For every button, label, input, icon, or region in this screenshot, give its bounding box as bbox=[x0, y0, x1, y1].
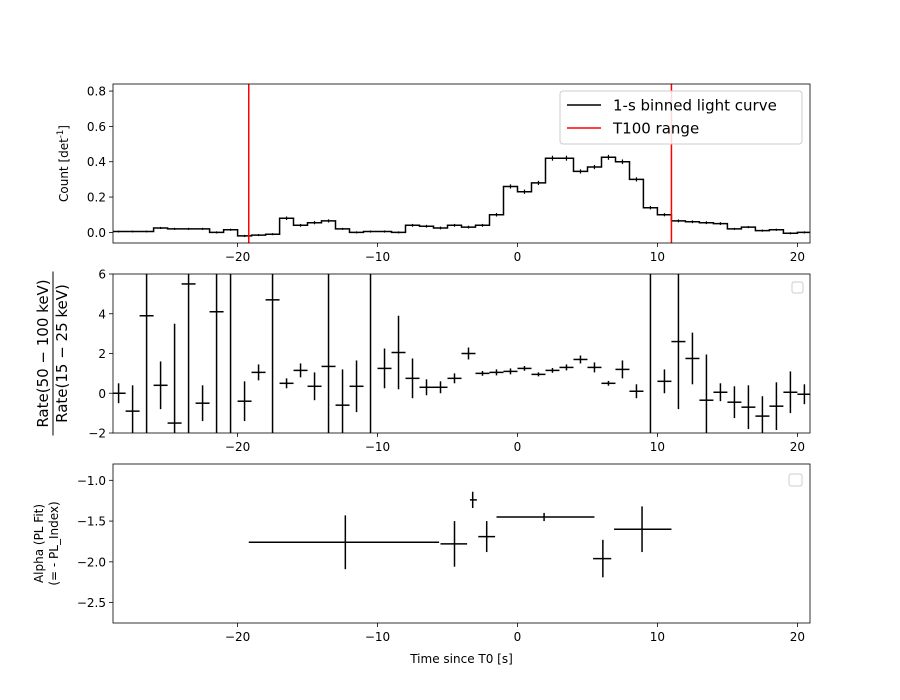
y-tick-label-1-1: 0.2 bbox=[87, 191, 106, 205]
y-tick-label-1-4: 0.8 bbox=[87, 85, 106, 99]
legend-3-empty-box bbox=[788, 473, 803, 487]
plot-area-3 bbox=[248, 491, 672, 578]
legend-1-label-0: 1-s binned light curve bbox=[613, 97, 777, 115]
plot-area-2 bbox=[113, 274, 810, 433]
y-tick-label-1-0: 0.0 bbox=[87, 226, 106, 240]
light-curve-step bbox=[113, 156, 810, 237]
axes-frame-1 bbox=[112, 83, 811, 244]
y-axis-label-1: Count [det-1] bbox=[56, 125, 71, 202]
y-label-3-line-2: (= - PL_Index) bbox=[47, 501, 61, 585]
x-tick-label-1-3: 10 bbox=[650, 250, 665, 264]
x-tick-label-2-4: 20 bbox=[790, 440, 805, 454]
y-tick-label-2-0: −2 bbox=[88, 427, 106, 441]
y-label-1-base: Count [det bbox=[57, 138, 71, 202]
y-label-2-numerator: Rate(50 − 100 keV) bbox=[34, 279, 52, 427]
x-tick-label-3-3: 10 bbox=[650, 630, 665, 644]
y-axis-label-3: Alpha (PL Fit) (= - PL_Index) bbox=[32, 501, 61, 585]
axes-frame-3 bbox=[112, 463, 811, 624]
x-tick-label-3-4: 20 bbox=[790, 630, 805, 644]
legend-2-empty-box bbox=[791, 281, 804, 294]
x-tick-label-1-4: 20 bbox=[790, 250, 805, 264]
y-tick-label-1-3: 0.6 bbox=[87, 120, 106, 134]
y-tick-label-1-2: 0.4 bbox=[87, 155, 106, 169]
legend-1: 1-s binned light curve T100 range bbox=[559, 90, 803, 145]
axes-1: −20 −10 0 10 20 0.0 0.2 0.4 0.6 0.8 bbox=[87, 83, 811, 264]
axes-3: −20 −10 0 10 20 −2.5 −2.0 −1.5 −1.0 bbox=[77, 463, 811, 644]
x-axis-label-3: Time since T0 [s] bbox=[409, 652, 513, 666]
x-tick-label-2-3: 10 bbox=[650, 440, 665, 454]
y-label-1-sup: -1 bbox=[56, 130, 66, 138]
x-tick-label-2-2: 0 bbox=[514, 440, 522, 454]
y-tick-label-2-4: 6 bbox=[98, 268, 106, 282]
x-tick-label-3-1: −10 bbox=[365, 630, 390, 644]
y-tick-label-2-3: 4 bbox=[98, 307, 106, 321]
y-tick-label-2-2: 2 bbox=[98, 347, 106, 361]
y-axis-label-2: Rate(50 − 100 keV) Rate(15 − 25 keV) bbox=[34, 271, 71, 436]
y-label-1-close: ] bbox=[57, 125, 71, 130]
y-label-2-denominator: Rate(15 − 25 keV) bbox=[53, 284, 71, 423]
axes-frame-2 bbox=[112, 273, 811, 434]
legend-1-label-1: T100 range bbox=[612, 120, 699, 138]
x-tick-label-3-2: 0 bbox=[514, 630, 522, 644]
y-tick-label-3-3: −1.0 bbox=[77, 474, 106, 488]
x-tick-label-2-1: −10 bbox=[365, 440, 390, 454]
x-tick-label-1-1: −10 bbox=[365, 250, 390, 264]
legend-1-box bbox=[559, 90, 803, 145]
x-tick-label-1-2: 0 bbox=[514, 250, 522, 264]
y-tick-label-3-1: −2.0 bbox=[77, 555, 106, 569]
x-tick-label-3-0: −20 bbox=[225, 630, 250, 644]
x-tick-label-2-0: −20 bbox=[225, 440, 250, 454]
x-tick-label-1-0: −20 bbox=[225, 250, 250, 264]
y-label-3-line-1: Alpha (PL Fit) bbox=[32, 504, 46, 583]
y-tick-label-3-0: −2.5 bbox=[77, 596, 106, 610]
y-tick-label-2-1: 0 bbox=[98, 387, 106, 401]
y-tick-label-3-2: −1.5 bbox=[77, 515, 106, 529]
